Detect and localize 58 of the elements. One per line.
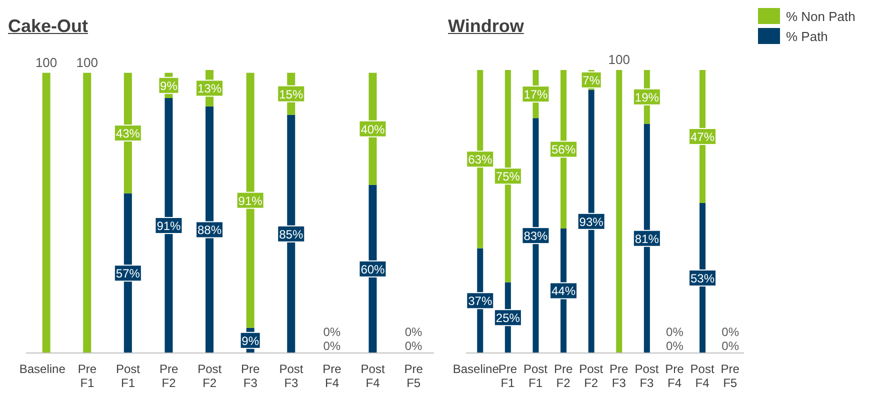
data-label: 0% (404, 339, 423, 353)
data-label: 88% (198, 223, 222, 238)
data-label: 15% (279, 87, 304, 102)
data-label: 93% (579, 214, 604, 229)
x-tick-label: Baseline (452, 362, 500, 376)
data-label: 44% (552, 284, 576, 298)
data-label: 25% (496, 311, 520, 326)
x-tick-label: Pre F1 (78, 362, 97, 390)
data-label: 91% (156, 219, 182, 234)
legend-label: % Path (786, 28, 828, 44)
data-label: 47% (690, 130, 715, 144)
data-label: 0% (666, 325, 684, 339)
x-tick-label: Pre F5 (404, 362, 424, 390)
total-label: 100 (76, 54, 98, 70)
x-tick-label: Pre F1 (498, 362, 518, 390)
x-tick-label: Post F4 (690, 362, 715, 390)
data-label: 0% (323, 325, 341, 339)
data-label: 56% (552, 142, 576, 157)
data-label: 37% (468, 294, 492, 308)
x-tick-label: Pre F5 (720, 362, 740, 390)
data-label: 13% (198, 82, 222, 96)
x-tick-label: Pre F4 (322, 362, 342, 390)
data-label: 0% (404, 325, 423, 339)
data-label: 0% (722, 325, 740, 339)
total-label: 100 (608, 52, 630, 67)
data-label: 60% (360, 262, 386, 276)
x-tick-label: Post F1 (116, 362, 141, 390)
total-label: 100 (35, 54, 58, 70)
data-label: 0% (722, 339, 740, 353)
x-tick-label: Post F3 (279, 362, 304, 390)
data-label: 57% (116, 266, 140, 281)
data-label: 63% (468, 152, 492, 167)
x-tick-label: Post F1 (523, 362, 548, 390)
legend-label: % Non Path (786, 8, 856, 24)
x-tick-label: Pre F4 (665, 362, 684, 390)
chart-title: Cake-Out (8, 16, 88, 37)
data-label: 91% (238, 194, 263, 208)
x-tick-label: Pre F2 (554, 362, 573, 390)
x-tick-label: Pre F2 (159, 362, 178, 390)
data-label: 75% (496, 170, 520, 184)
x-tick-label: Post F2 (579, 362, 604, 390)
x-tick-label: Post F2 (198, 362, 222, 390)
data-label: 0% (666, 339, 684, 353)
x-tick-label: Pre F3 (610, 362, 629, 390)
x-tick-label: Post F4 (360, 362, 386, 390)
data-label: 17% (524, 88, 548, 102)
data-label: 85% (279, 227, 304, 242)
data-label: 43% (116, 126, 140, 141)
x-tick-label: Post F3 (634, 362, 660, 390)
data-label: 19% (634, 90, 660, 104)
chart-title: Windrow (448, 16, 524, 37)
data-label: 81% (634, 232, 660, 246)
x-tick-label: Pre F3 (241, 362, 260, 390)
data-label: 0% (323, 339, 341, 353)
data-label: 40% (360, 122, 386, 136)
data-label: 53% (690, 272, 715, 286)
data-label: 83% (524, 229, 548, 244)
x-tick-label: Baseline (19, 362, 66, 376)
